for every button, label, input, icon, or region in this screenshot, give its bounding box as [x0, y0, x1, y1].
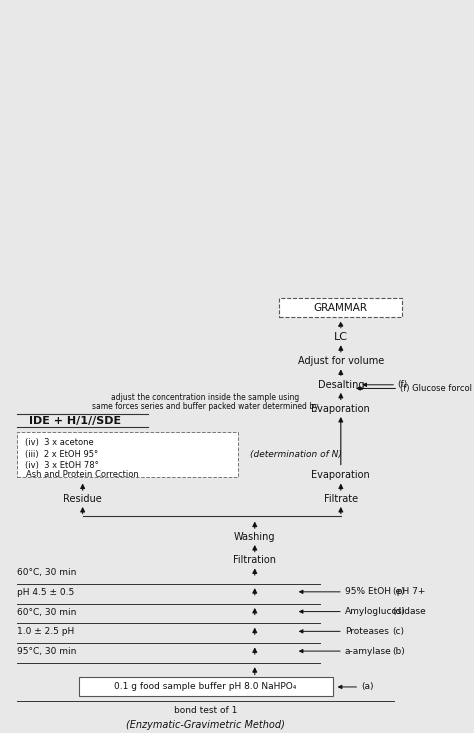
- Text: Filtration: Filtration: [233, 556, 276, 565]
- Text: (d): (d): [392, 607, 405, 616]
- Text: Washing: Washing: [234, 532, 275, 542]
- Text: GRAMMAR: GRAMMAR: [314, 303, 368, 313]
- Text: Amyloglucosidase: Amyloglucosidase: [345, 607, 427, 616]
- Text: Ash and Protein Correction: Ash and Protein Correction: [26, 471, 139, 479]
- Text: 60°C, 30 min: 60°C, 30 min: [17, 608, 76, 616]
- Bar: [79, 677, 333, 696]
- Text: (iv)  3 x EtOH 78°: (iv) 3 x EtOH 78°: [25, 462, 99, 471]
- Text: IDE + H/1//SDE: IDE + H/1//SDE: [29, 416, 121, 427]
- Text: a-amylase: a-amylase: [345, 647, 392, 655]
- Text: Residue: Residue: [63, 494, 102, 504]
- Text: 95°C, 30 min: 95°C, 30 min: [17, 647, 76, 656]
- Text: (c): (c): [392, 627, 404, 636]
- Text: LC: LC: [334, 332, 348, 342]
- Text: (iv)  3 x acetone: (iv) 3 x acetone: [25, 438, 94, 447]
- Text: pH 4.5 ± 0.5: pH 4.5 ± 0.5: [17, 588, 74, 597]
- Text: Evaporation: Evaporation: [311, 404, 370, 414]
- Text: (e): (e): [392, 587, 405, 597]
- Text: Desalting: Desalting: [318, 380, 364, 390]
- Text: 1.0 ± 2.5 pH: 1.0 ± 2.5 pH: [17, 627, 74, 636]
- Text: 0.1 g food sample buffer pH 8.0 NaHPO₄: 0.1 g food sample buffer pH 8.0 NaHPO₄: [114, 682, 297, 691]
- Text: Evaporation: Evaporation: [311, 470, 370, 480]
- Text: same forces series and buffer packed water determined by: same forces series and buffer packed wat…: [92, 402, 319, 411]
- Text: adjust the concentration inside the sample using: adjust the concentration inside the samp…: [111, 393, 300, 402]
- Bar: [279, 298, 402, 317]
- Bar: [17, 432, 238, 477]
- Text: (iii)  2 x EtOH 95°: (iii) 2 x EtOH 95°: [25, 450, 99, 459]
- Text: bond test of 1: bond test of 1: [174, 706, 237, 715]
- Text: (b): (b): [392, 647, 405, 655]
- Text: (f) Glucose forcol: (f) Glucose forcol: [400, 384, 472, 393]
- Text: Proteases: Proteases: [345, 627, 389, 636]
- Text: (determination of N): (determination of N): [250, 450, 342, 459]
- Text: Filtrate: Filtrate: [324, 494, 358, 504]
- Text: (Enzymatic-Gravimetric Method): (Enzymatic-Gravimetric Method): [126, 720, 285, 730]
- Text: 60°C, 30 min: 60°C, 30 min: [17, 568, 76, 577]
- Text: (a): (a): [361, 682, 374, 691]
- Text: (f): (f): [397, 380, 408, 389]
- Text: 95% EtOH  pH 7+: 95% EtOH pH 7+: [345, 587, 425, 597]
- Text: Adjust for volume: Adjust for volume: [298, 356, 384, 366]
